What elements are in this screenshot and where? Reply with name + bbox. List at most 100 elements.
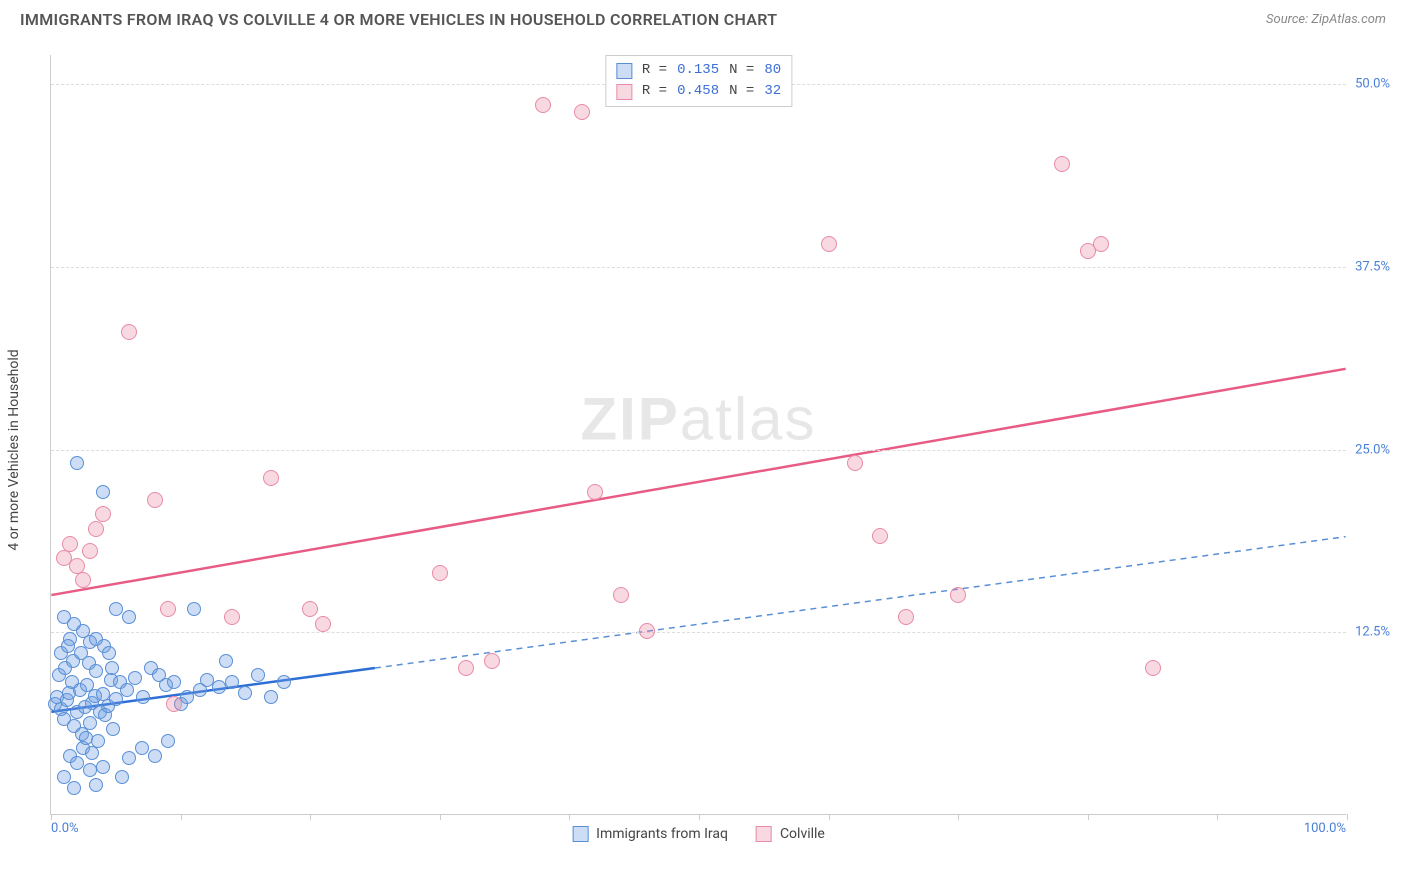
scatter-point-iraq	[251, 668, 265, 682]
scatter-point-iraq	[277, 675, 291, 689]
chart-header: IMMIGRANTS FROM IRAQ VS COLVILLE 4 OR MO…	[0, 0, 1406, 35]
scatter-point-iraq	[96, 760, 110, 774]
y-tick-label: 50.0%	[1346, 77, 1390, 92]
legend-n-value-colville: 32	[764, 81, 781, 102]
scatter-point-colville	[1093, 236, 1109, 252]
scatter-point-iraq	[89, 632, 103, 646]
plot-area: ZIPatlas R = 0.135 N = 80 R = 0.458 N = …	[50, 55, 1346, 815]
scatter-point-colville	[458, 660, 474, 676]
scatter-point-iraq	[219, 654, 233, 668]
scatter-point-iraq	[122, 610, 136, 624]
x-tick	[1217, 814, 1218, 820]
scatter-point-colville	[432, 565, 448, 581]
scatter-point-iraq	[128, 671, 142, 685]
legend-stats-box: R = 0.135 N = 80 R = 0.458 N = 32	[605, 55, 792, 107]
x-tick	[310, 814, 311, 820]
scatter-point-iraq	[180, 690, 194, 704]
x-tick	[1088, 814, 1089, 820]
scatter-point-colville	[121, 324, 137, 340]
scatter-point-iraq	[89, 778, 103, 792]
legend-item-iraq: Immigrants from Iraq	[572, 826, 728, 842]
legend-stats-row: R = 0.458 N = 32	[616, 81, 781, 102]
scatter-point-colville	[88, 521, 104, 537]
x-tick	[181, 814, 182, 820]
scatter-point-iraq	[200, 673, 214, 687]
scatter-point-colville	[166, 696, 182, 712]
scatter-point-colville	[315, 616, 331, 632]
legend-r-label: R =	[642, 60, 667, 81]
gridline	[51, 450, 1346, 451]
x-tick	[569, 814, 570, 820]
x-tick	[958, 814, 959, 820]
y-tick-label: 37.5%	[1346, 259, 1390, 274]
chart-source: Source: ZipAtlas.com	[1266, 12, 1386, 27]
scatter-point-colville	[62, 536, 78, 552]
legend-label-iraq: Immigrants from Iraq	[596, 826, 728, 842]
legend-stats-row: R = 0.135 N = 80	[616, 60, 781, 81]
scatter-point-colville	[574, 104, 590, 120]
scatter-point-colville	[613, 587, 629, 603]
x-tick	[440, 814, 441, 820]
scatter-point-iraq	[70, 456, 84, 470]
x-tick-label: 0.0%	[51, 821, 79, 836]
legend-swatch-iraq	[572, 826, 588, 842]
scatter-point-iraq	[264, 690, 278, 704]
scatter-point-iraq	[83, 763, 97, 777]
scatter-point-iraq	[83, 716, 97, 730]
scatter-point-colville	[95, 506, 111, 522]
scatter-point-iraq	[115, 770, 129, 784]
scatter-point-colville	[821, 236, 837, 252]
scatter-point-iraq	[135, 741, 149, 755]
scatter-point-colville	[75, 572, 91, 588]
scatter-point-iraq	[109, 602, 123, 616]
scatter-point-colville	[69, 558, 85, 574]
gridline	[51, 267, 1346, 268]
scatter-point-iraq	[187, 602, 201, 616]
scatter-point-iraq	[212, 680, 226, 694]
y-tick-label: 12.5%	[1346, 625, 1390, 640]
legend-swatch-colville	[616, 84, 632, 100]
scatter-point-colville	[950, 587, 966, 603]
x-tick	[51, 814, 52, 820]
scatter-point-colville	[1054, 156, 1070, 172]
scatter-point-colville	[224, 609, 240, 625]
legend-n-label: N =	[729, 81, 754, 102]
scatter-point-iraq	[79, 731, 93, 745]
legend-label-colville: Colville	[780, 826, 825, 842]
chart-container: 4 or more Vehicles in Household ZIPatlas…	[50, 55, 1390, 845]
scatter-point-iraq	[89, 664, 103, 678]
scatter-point-iraq	[106, 722, 120, 736]
trend-lines	[51, 55, 1346, 814]
scatter-point-iraq	[96, 485, 110, 499]
scatter-point-colville	[847, 455, 863, 471]
scatter-point-colville	[535, 97, 551, 113]
scatter-point-iraq	[122, 751, 136, 765]
scatter-point-colville	[263, 470, 279, 486]
legend-swatch-iraq	[616, 63, 632, 79]
legend-item-colville: Colville	[756, 826, 825, 842]
scatter-point-colville	[898, 609, 914, 625]
legend-r-value-colville: 0.458	[677, 81, 719, 102]
x-tick-label: 100.0%	[1304, 821, 1346, 836]
scatter-point-iraq	[225, 675, 239, 689]
scatter-point-iraq	[102, 646, 116, 660]
scatter-point-colville	[587, 484, 603, 500]
watermark: ZIPatlas	[580, 385, 816, 454]
scatter-point-colville	[639, 623, 655, 639]
scatter-point-iraq	[148, 749, 162, 763]
scatter-point-iraq	[67, 617, 81, 631]
scatter-point-colville	[484, 653, 500, 669]
scatter-point-iraq	[105, 661, 119, 675]
x-tick	[829, 814, 830, 820]
scatter-point-iraq	[136, 690, 150, 704]
scatter-point-iraq	[61, 639, 75, 653]
y-axis-label: 4 or more Vehicles in Household	[6, 349, 22, 550]
x-tick	[1347, 814, 1348, 820]
scatter-point-iraq	[120, 683, 134, 697]
scatter-point-iraq	[70, 756, 84, 770]
scatter-point-iraq	[167, 675, 181, 689]
scatter-point-iraq	[238, 686, 252, 700]
scatter-point-iraq	[85, 746, 99, 760]
scatter-point-colville	[82, 543, 98, 559]
legend-n-label: N =	[729, 60, 754, 81]
